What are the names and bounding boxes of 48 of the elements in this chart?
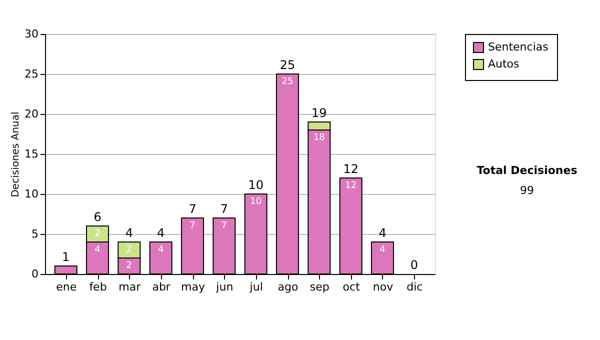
- y-axis-title: Decisiones Anual: [10, 112, 22, 198]
- total-label: 1: [62, 250, 70, 264]
- data-label: 25: [282, 77, 294, 87]
- data-label: 7: [221, 221, 228, 231]
- total-label: 6: [94, 210, 102, 224]
- total-label: 7: [220, 202, 228, 216]
- x-tick-label: sep: [310, 280, 330, 294]
- total-label: 0: [410, 258, 418, 272]
- total-label: 12: [343, 162, 358, 176]
- x-tick-label: nov: [372, 280, 394, 294]
- data-label: 2: [126, 245, 132, 255]
- y-tick-label: 5: [32, 228, 38, 240]
- total-label: 4: [378, 226, 386, 240]
- text: Total Decisiones: [476, 164, 578, 177]
- data-label: 2: [126, 261, 132, 271]
- y-tick-label: 15: [24, 148, 38, 160]
- data-label: 4: [94, 245, 101, 255]
- x-tick-label: dic: [406, 280, 423, 294]
- y-tick-label: 10: [24, 188, 38, 200]
- legend-label: Autos: [488, 58, 520, 70]
- data-label: 10: [250, 197, 262, 207]
- total-label: 4: [125, 226, 133, 240]
- y-tick-label: 30: [24, 28, 38, 40]
- x-tick-label: oct: [342, 280, 361, 294]
- x-tick-label: feb: [89, 280, 107, 294]
- x-tick-label: ago: [278, 280, 298, 294]
- x-tick-label: may: [181, 280, 206, 294]
- x-tick-label: abr: [152, 280, 171, 294]
- x-tick-label: ene: [56, 280, 77, 294]
- x-tick-label: jun: [215, 280, 234, 294]
- text: 99: [520, 184, 534, 197]
- data-label: 7: [190, 221, 196, 231]
- legend-label: Sentencias: [488, 40, 549, 54]
- y-tick-label: 20: [24, 108, 38, 120]
- total-label: 19: [312, 106, 327, 120]
- y-tick-label: 0: [32, 268, 38, 280]
- total-label: 25: [280, 58, 296, 72]
- data-label: 4: [380, 245, 386, 255]
- data-label: 18: [313, 133, 326, 143]
- y-tick-label: 25: [24, 68, 38, 80]
- total-label: 7: [188, 202, 196, 216]
- data-label: 12: [345, 181, 357, 191]
- total-label: 4: [157, 226, 165, 240]
- x-tick-label: mar: [118, 280, 142, 294]
- total-label: 10: [248, 178, 264, 192]
- data-label: 4: [158, 245, 164, 255]
- x-tick-label: jul: [248, 280, 263, 294]
- data-label: 2: [94, 229, 100, 239]
